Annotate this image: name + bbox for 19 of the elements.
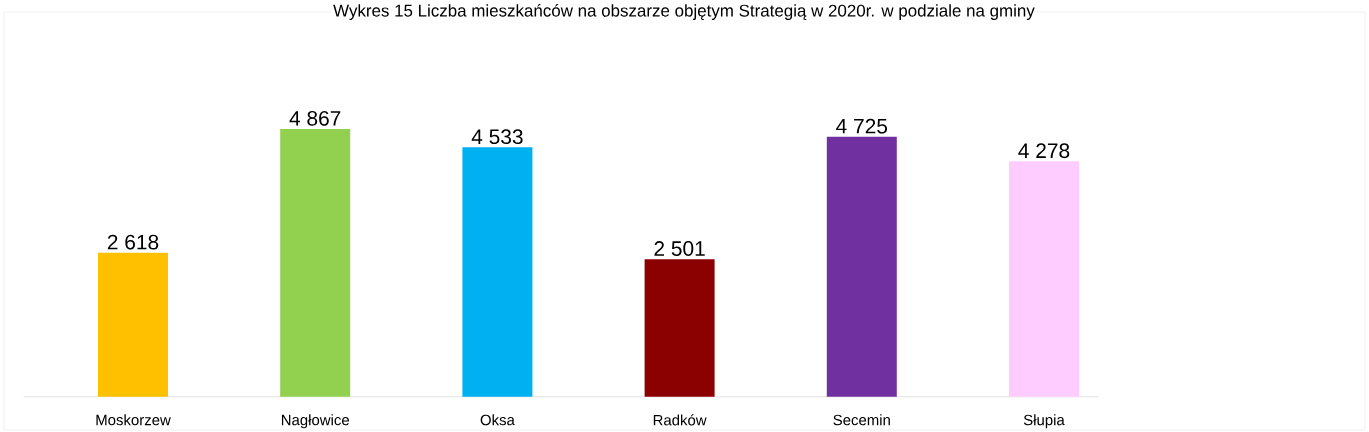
chart-title: Wykres 15 Liczba mieszkańców na obszarze objętym Strategią w 2020r. w podziale na gminy [333, 4, 1035, 20]
bar [1008, 161, 1079, 397]
bar [462, 147, 533, 397]
bar [826, 136, 897, 397]
data-label: 2 618 [107, 234, 159, 250]
data-label: 4 725 [836, 118, 888, 134]
data-label: 4 278 [1018, 143, 1070, 159]
x-tick-label: Secemin [833, 414, 890, 426]
x-tick-label: Radków [653, 414, 707, 426]
x-tick-label: Oksa [480, 414, 515, 426]
x-tick-label: Moskorzew [96, 414, 171, 426]
data-label: 4 867 [289, 110, 341, 126]
bar [644, 259, 715, 397]
x-tick-label: Słupia [1023, 414, 1065, 429]
bar [98, 252, 169, 397]
bar [280, 128, 351, 397]
x-tick-label: Nagłowice [281, 414, 349, 429]
data-label: 2 501 [654, 241, 705, 256]
data-label: 4 533 [471, 129, 523, 145]
